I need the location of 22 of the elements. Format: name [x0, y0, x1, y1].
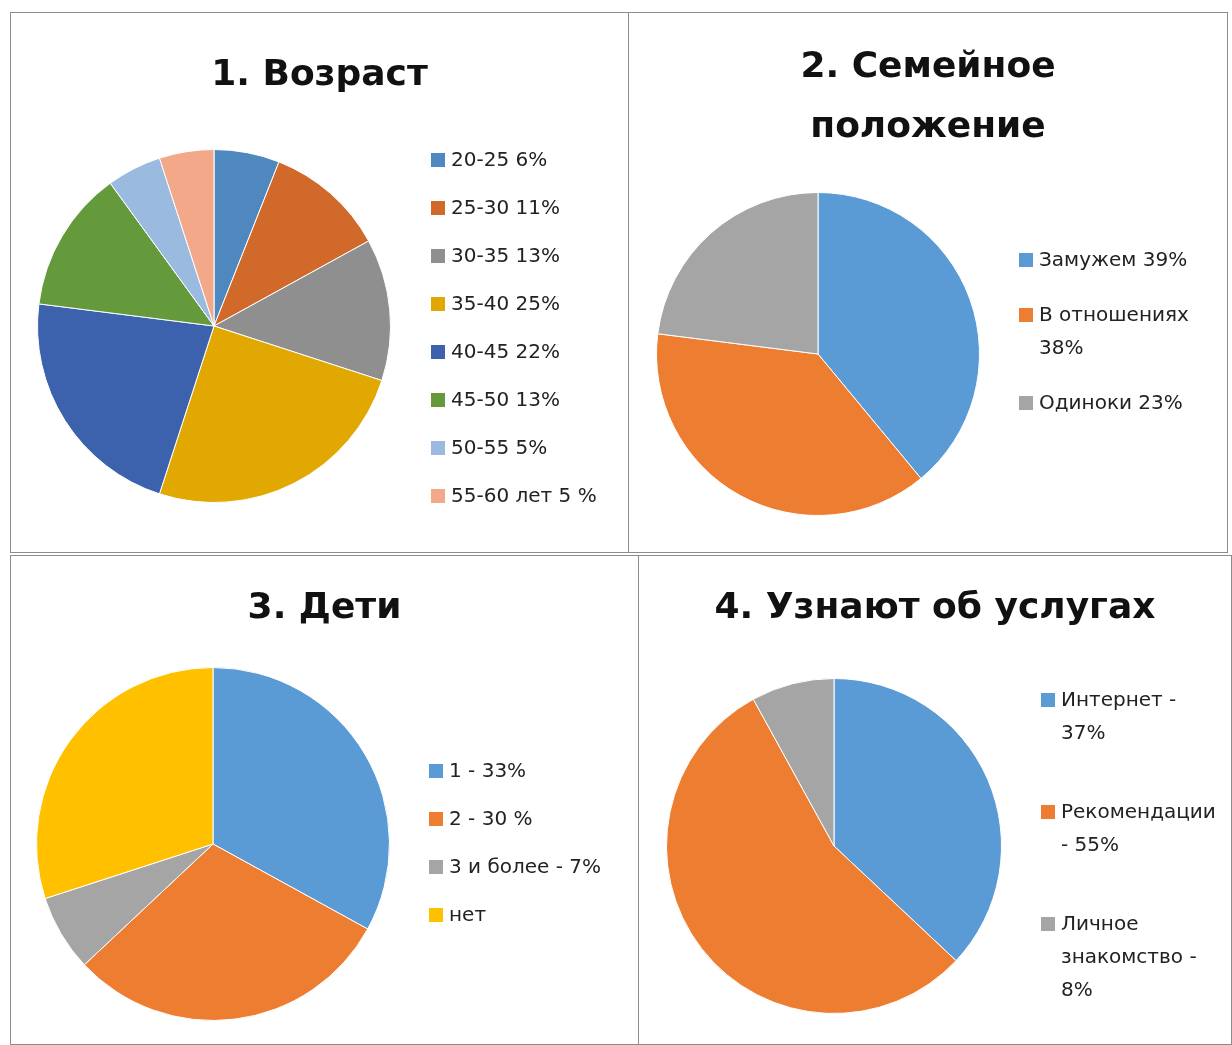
legend-label: 45-50 13%: [451, 386, 560, 413]
chart-title: 2. Семейное положение: [799, 43, 1057, 147]
chart-title: 4. Узнают об услугах: [713, 584, 1157, 628]
legend-label: Интернет - 37%: [1061, 686, 1178, 746]
legend-label: 20-25 6%: [451, 146, 548, 173]
legend-label: 30-35 13%: [451, 242, 560, 269]
legend-label: В отношениях 38%: [1039, 301, 1190, 361]
legend-label: 1 - 33%: [449, 757, 527, 784]
chart-title: 3. Дети: [246, 584, 403, 628]
legend-label: 3 и более - 7%: [449, 853, 602, 880]
legend-label: 2 - 30 %: [449, 805, 533, 832]
legend-label: 40-45 22%: [451, 338, 560, 365]
legend-label: 50-55 5%: [451, 434, 548, 461]
chart-title: 1. Возраст: [210, 51, 429, 95]
legend-label: 55-60 лет 5 %: [451, 482, 597, 509]
legend-label: Личное знакомство - 8%: [1061, 910, 1198, 1003]
legend-label: Рекомендации - 55%: [1061, 798, 1217, 858]
legend-label: Замужем 39%: [1039, 246, 1188, 273]
legend-label: Одиноки 23%: [1039, 389, 1183, 416]
legend-label: 25-30 11%: [451, 194, 560, 221]
legend-label: нет: [449, 901, 487, 928]
legend-label: 35-40 25%: [451, 290, 560, 317]
